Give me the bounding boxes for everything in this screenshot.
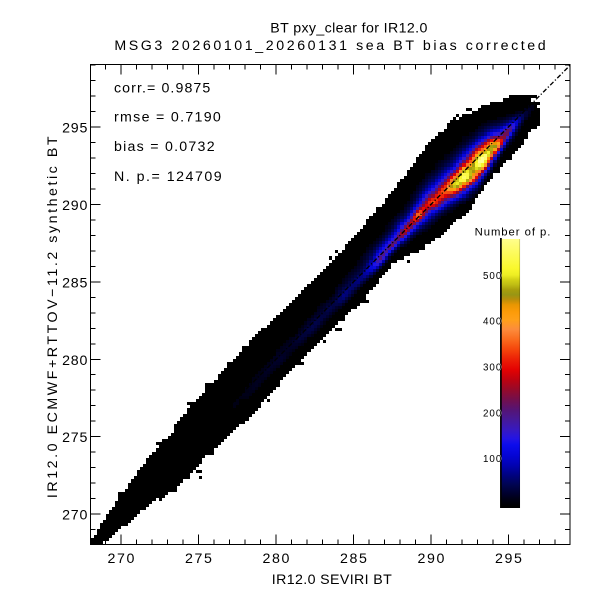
svg-text:400: 400 bbox=[483, 317, 502, 328]
svg-text:300: 300 bbox=[483, 363, 502, 374]
svg-text:MSG3 20260101_20260131 sea BT: MSG3 20260101_20260131 sea BT bias corre… bbox=[114, 38, 548, 54]
svg-text:IR12.0 SEVIRI BT: IR12.0 SEVIRI BT bbox=[272, 572, 392, 588]
svg-text:corr.= 0.9875: corr.= 0.9875 bbox=[114, 81, 211, 97]
svg-text:bias = 0.0732: bias = 0.0732 bbox=[114, 139, 216, 155]
svg-text:200: 200 bbox=[483, 408, 502, 419]
svg-text:rmse = 0.7190: rmse = 0.7190 bbox=[114, 110, 222, 126]
svg-text:IR12.0 ECMWF+RTTOV−11.2 synthe: IR12.0 ECMWF+RTTOV−11.2 synthetic BT bbox=[45, 134, 61, 498]
svg-text:285: 285 bbox=[340, 551, 368, 567]
svg-text:295: 295 bbox=[62, 120, 88, 136]
svg-text:290: 290 bbox=[418, 551, 446, 567]
svg-text:BT pxy_clear for IR12.0: BT pxy_clear for IR12.0 bbox=[270, 21, 428, 37]
svg-text:500: 500 bbox=[483, 271, 502, 282]
svg-text:280: 280 bbox=[263, 551, 291, 567]
svg-text:295: 295 bbox=[495, 551, 523, 567]
svg-text:Number of p.: Number of p. bbox=[475, 227, 552, 239]
svg-text:100: 100 bbox=[483, 454, 502, 465]
svg-text:N. p.= 124709: N. p.= 124709 bbox=[114, 169, 223, 185]
svg-text:280: 280 bbox=[62, 353, 88, 369]
svg-text:285: 285 bbox=[62, 275, 88, 291]
svg-text:270: 270 bbox=[108, 551, 136, 567]
svg-text:275: 275 bbox=[185, 551, 213, 567]
svg-text:270: 270 bbox=[62, 508, 88, 524]
svg-text:275: 275 bbox=[62, 430, 88, 446]
svg-text:290: 290 bbox=[62, 198, 88, 214]
